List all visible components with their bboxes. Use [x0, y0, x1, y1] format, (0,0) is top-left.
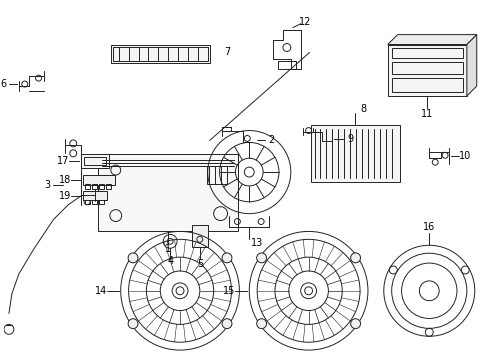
Text: 5: 5 [196, 259, 203, 269]
Text: 2: 2 [268, 135, 274, 145]
Bar [99, 184, 104, 189]
Text: 3: 3 [45, 180, 50, 190]
Bar [392, 78, 463, 92]
Text: 9: 9 [347, 134, 353, 144]
Text: 12: 12 [298, 17, 311, 27]
Bar [388, 45, 467, 96]
Bar [92, 200, 97, 204]
Text: 8: 8 [360, 104, 366, 114]
Text: 17: 17 [57, 156, 70, 166]
Text: 11: 11 [421, 109, 434, 119]
Polygon shape [467, 35, 477, 96]
Circle shape [128, 253, 138, 263]
Text: 6: 6 [0, 79, 6, 89]
Circle shape [257, 319, 267, 329]
Bar [311, 125, 400, 182]
Bar [392, 62, 463, 74]
Bar [113, 48, 208, 61]
Bar [207, 166, 226, 184]
Circle shape [351, 319, 361, 329]
Text: 13: 13 [251, 238, 263, 248]
Bar [111, 45, 210, 63]
Bar [106, 184, 111, 189]
Bar [84, 157, 106, 165]
Bar [85, 200, 90, 204]
Circle shape [351, 253, 361, 263]
Circle shape [257, 253, 267, 263]
Bar [92, 184, 97, 189]
Bar [81, 154, 109, 168]
Text: 7: 7 [224, 48, 231, 57]
Text: 1: 1 [165, 244, 171, 254]
Bar [392, 49, 463, 58]
Bar [278, 61, 296, 69]
Bar [83, 191, 107, 200]
Bar [83, 175, 115, 185]
Circle shape [222, 253, 232, 263]
Polygon shape [388, 35, 477, 45]
Bar [99, 200, 104, 204]
Bar [85, 184, 90, 189]
Bar [98, 154, 239, 231]
Text: 15: 15 [223, 286, 236, 296]
Text: 16: 16 [423, 222, 436, 233]
Text: 14: 14 [95, 286, 107, 296]
Text: 19: 19 [59, 191, 72, 201]
Text: 10: 10 [459, 151, 471, 161]
Text: 4: 4 [167, 256, 173, 266]
Circle shape [222, 319, 232, 329]
Text: 18: 18 [59, 175, 72, 185]
Bar [192, 225, 208, 247]
Circle shape [128, 319, 138, 329]
